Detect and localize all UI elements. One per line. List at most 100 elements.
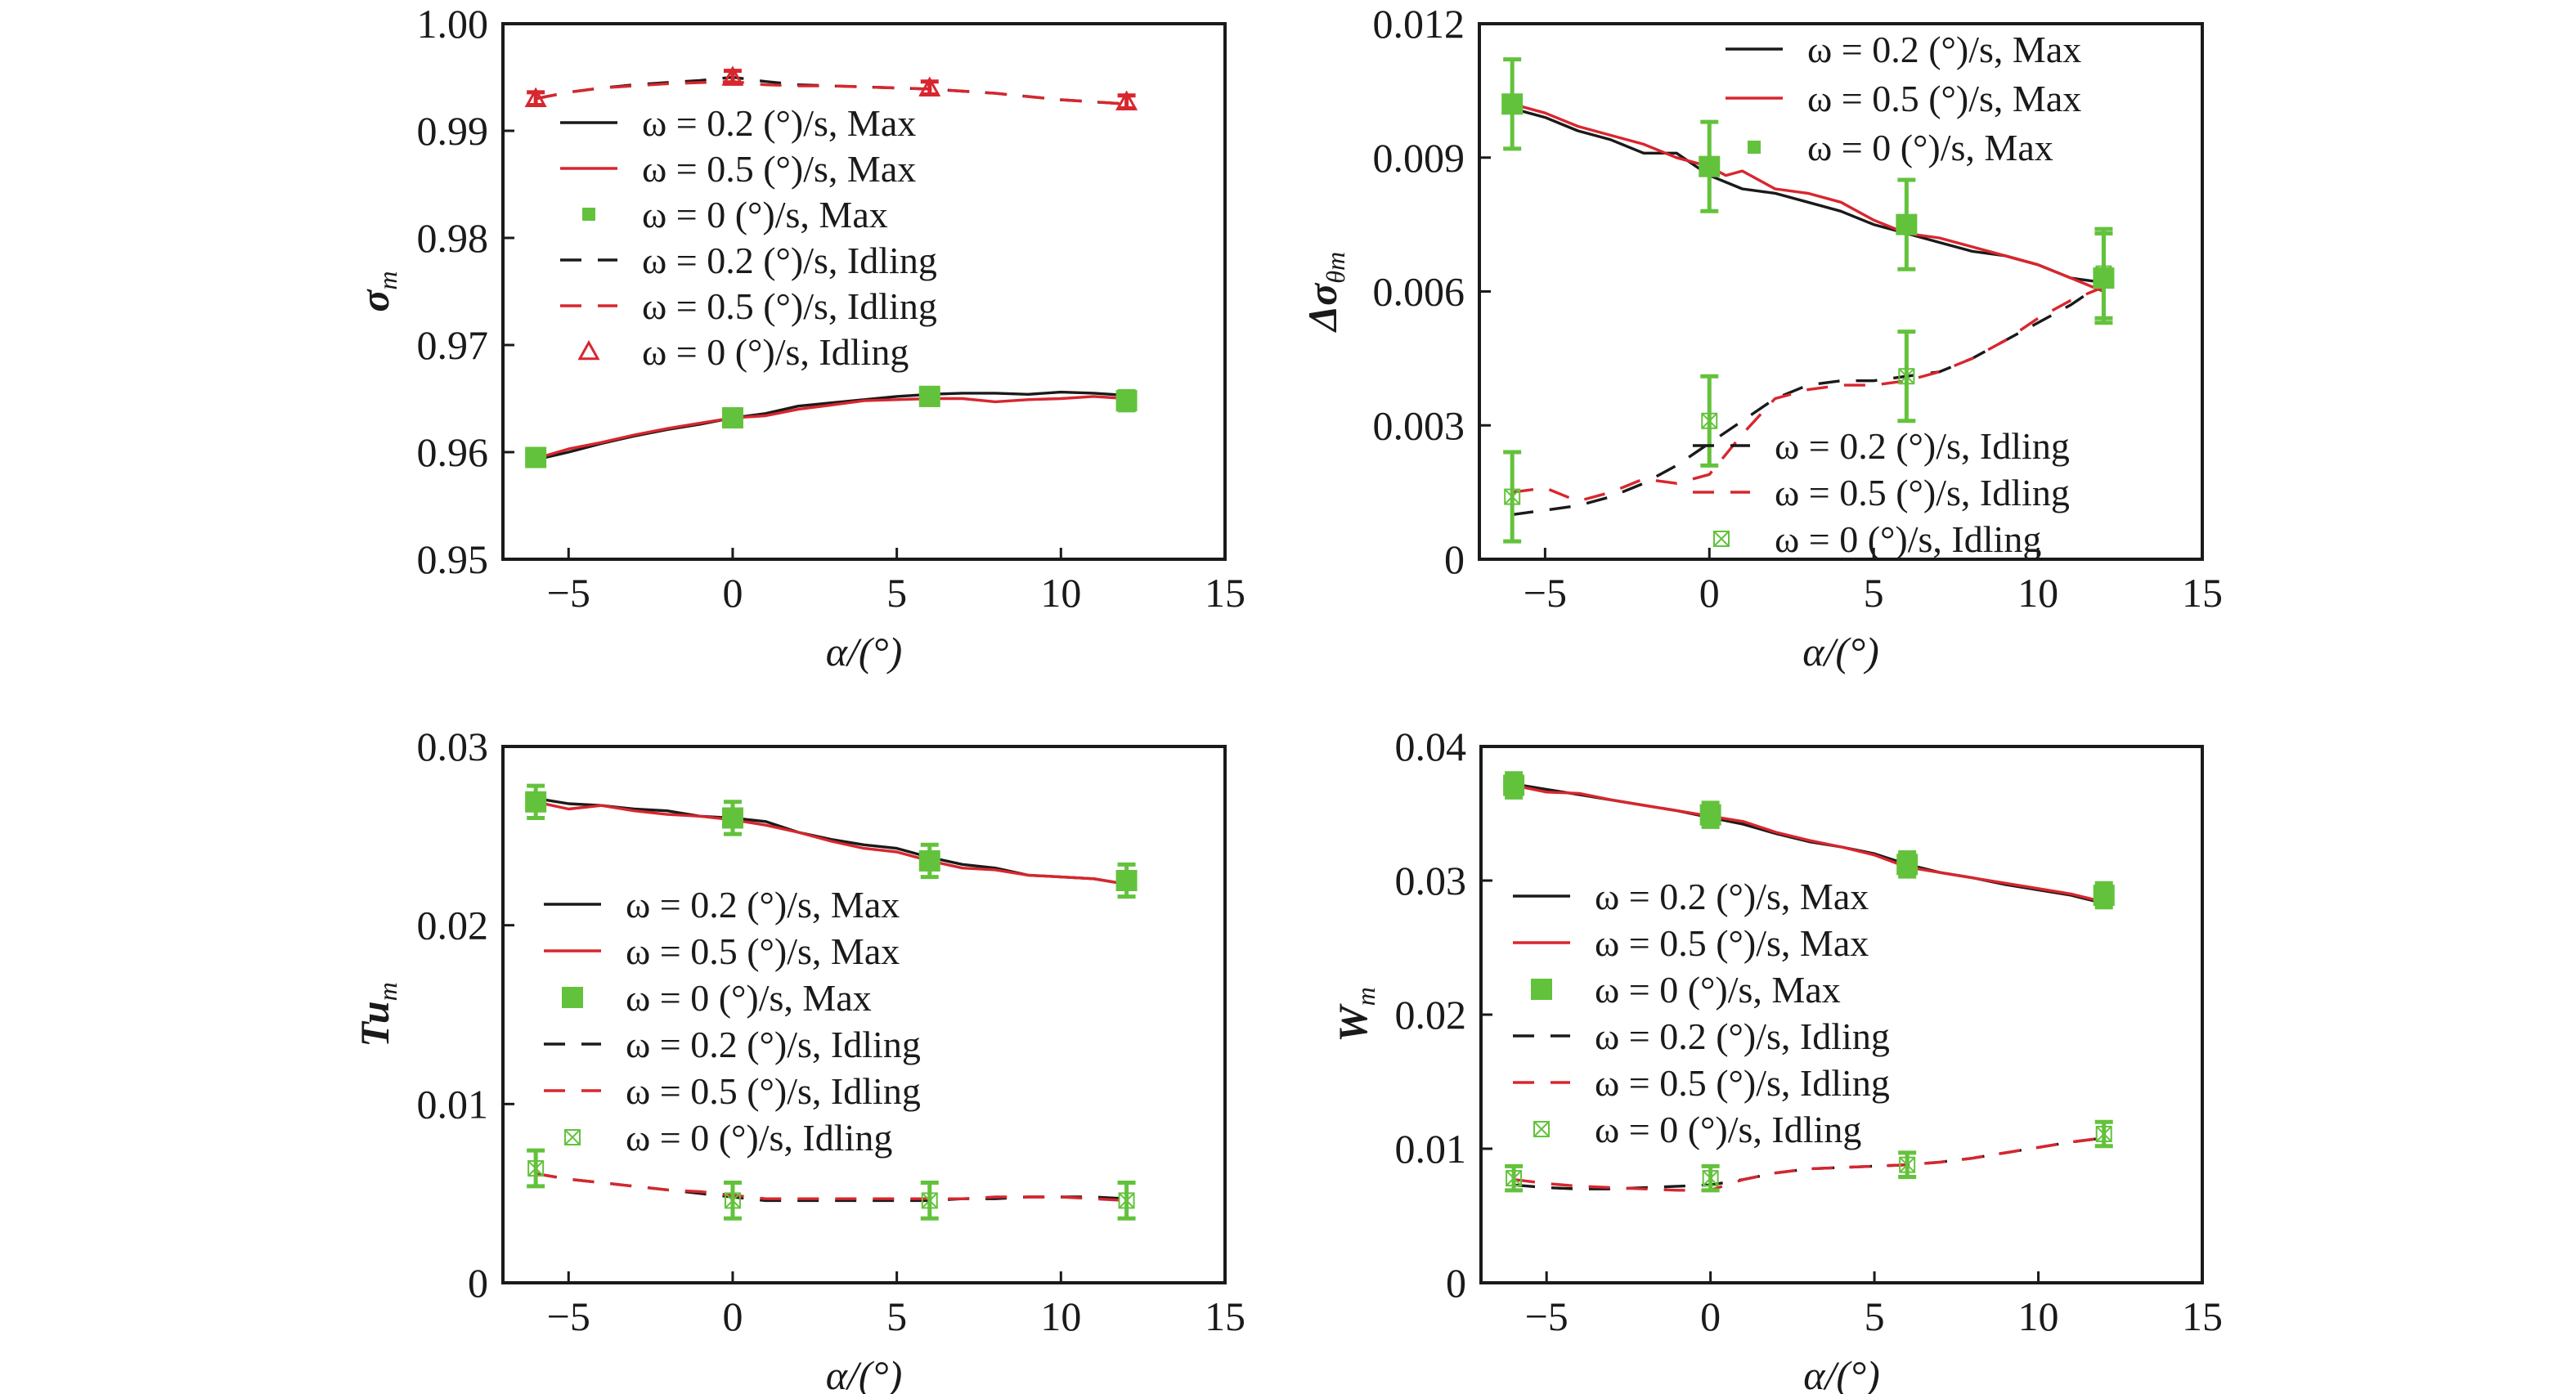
legend-marker (1748, 141, 1761, 154)
x-axis-label: α/(°) (826, 1352, 902, 1394)
legend-label: ω = 0.2 (°)/s, Idling (626, 1024, 921, 1065)
legend-item: ω = 0.2 (°)/s, Idling (544, 1024, 921, 1065)
y-tick-label: 0.98 (417, 215, 489, 261)
data-point (921, 1192, 938, 1209)
y-tick-label: 0.95 (417, 536, 489, 582)
axes-frame (501, 745, 1227, 1284)
legend-item: ω = 0.2 (°)/s, Idling (1513, 1015, 1890, 1057)
legend-item: ω = 0.2 (°)/s, Max (1726, 29, 2081, 70)
x-tick-label: 5 (1865, 1293, 1885, 1339)
x-axis-label: α/(°) (826, 629, 902, 675)
y-axis-label-main: W (1330, 1003, 1376, 1042)
data-point (1115, 390, 1138, 412)
y-tick-label: 0.03 (1395, 858, 1467, 903)
data-point (1506, 1170, 1523, 1187)
x-tick-label: 10 (1040, 570, 1081, 616)
legend-label: ω = 0.2 (°)/s, Idling (642, 240, 937, 281)
legend-item: ω = 0.5 (°)/s, Max (560, 148, 916, 190)
legend-label: ω = 0 (°)/s, Idling (642, 331, 909, 373)
legend: ω = 0.2 (°)/s, Max ω = 0.5 (°)/s, Max ω = … (1513, 876, 1890, 1150)
legend-marker (564, 1129, 581, 1145)
legend-label: ω = 0 (°)/s, Max (642, 194, 888, 235)
y-tick-label: 0.96 (417, 429, 489, 475)
y-tick-label: 0.99 (417, 108, 489, 154)
legend-label: ω = 0.5 (°)/s, Max (626, 930, 900, 972)
legend-item: ω = 0 (°)/s, Max (582, 194, 888, 235)
series-line-red-dashed (1511, 285, 2105, 503)
x-tick-label: 15 (2182, 1293, 2223, 1339)
plot-area (1501, 57, 2115, 544)
x-tick-label: 15 (1205, 1293, 1245, 1339)
x-tick-label: 5 (886, 1293, 907, 1339)
y-tick-label: 0.006 (1373, 269, 1465, 315)
legend-label: ω = 0.2 (°)/s, Max (642, 102, 916, 144)
legend-marker (582, 208, 595, 221)
data-point (1701, 412, 1718, 429)
data-point (1896, 854, 1919, 876)
series-line-red-dashed (535, 1172, 1127, 1203)
x-tick-label: 15 (2182, 570, 2223, 616)
y-axis-label-main: Δσ (1299, 282, 1345, 333)
legend: ω = 0.2 (°)/s, Max ω = 0.5 (°)/s, Max ω = … (1693, 29, 2081, 560)
y-axis-label-subscript: m (1351, 987, 1380, 1006)
x-tick-label: 10 (2017, 570, 2058, 616)
series-line-red-solid (535, 395, 1127, 460)
data-point (1501, 93, 1524, 115)
legend-marker (1713, 531, 1730, 547)
y-tick-label: 0.02 (417, 903, 489, 948)
y-tick-label: 0.04 (1395, 724, 1467, 769)
series-line-red-solid (1513, 783, 2105, 903)
y-axis-label-main: σ (352, 289, 397, 312)
legend-marker (1531, 979, 1552, 1000)
legend-label: ω = 0.5 (°)/s, Max (1595, 922, 1869, 964)
legend-marker (577, 339, 600, 361)
y-tick-label: 0 (468, 1260, 488, 1306)
legend-item: ω = 0 (°)/s, Idling (1533, 1109, 1861, 1150)
data-point (918, 849, 940, 872)
panel-w: −5 0 5 10 15 0 0.01 0.02 0.03 0.04 α/(°) Wm ω = 0.2 … (1330, 724, 2223, 1394)
y-tick-label: 0.003 (1373, 402, 1465, 448)
plot-area (525, 783, 1138, 1221)
legend-item: ω = 0.5 (°)/s, Max (1513, 922, 1869, 964)
data-point (1899, 1156, 1916, 1173)
x-tick-label: 10 (1040, 1293, 1081, 1339)
legend-item: ω = 0.5 (°)/s, Idling (1513, 1062, 1890, 1104)
x-tick-label: 5 (1864, 570, 1884, 616)
legend-item: ω = 0 (°)/s, Max (562, 977, 872, 1019)
legend-label: ω = 0.5 (°)/s, Idling (1595, 1062, 1890, 1104)
legend-label: ω = 0 (°)/s, Idling (1775, 518, 2041, 560)
data-point (525, 446, 547, 468)
y-tick-label: 0.97 (417, 322, 489, 368)
data-point (918, 76, 941, 96)
axes-frame (501, 22, 1227, 561)
plot-area (524, 65, 1138, 468)
y-axis-label-subscript: m (373, 271, 402, 289)
legend-item: ω = 0 (°)/s, Idling (1713, 518, 2041, 560)
legend-item: ω = 0 (°)/s, Idling (564, 1117, 892, 1159)
data-point (2095, 265, 2112, 282)
y-axis-label-subscript: θm (1321, 252, 1350, 284)
x-tick-label: −5 (1524, 570, 1567, 616)
data-point (1702, 1170, 1719, 1187)
legend-label: ω = 0.5 (°)/s, Idling (642, 285, 937, 327)
x-tick-label: 0 (1700, 1293, 1721, 1339)
legend-label: ω = 0.5 (°)/s, Max (642, 148, 916, 190)
x-tick-label: −5 (547, 570, 590, 616)
y-axis-label: σm (352, 271, 402, 312)
data-point (1699, 155, 1721, 177)
series-line-red-dashed (1513, 1136, 2104, 1192)
legend-label: ω = 0.2 (°)/s, Idling (1595, 1015, 1890, 1057)
series-line-red-dashed (535, 79, 1127, 105)
legend-label: ω = 0 (°)/s, Max (626, 977, 872, 1019)
legend-item: ω = 0.5 (°)/s, Idling (544, 1070, 921, 1112)
legend-item: ω = 0.2 (°)/s, Idling (560, 240, 937, 281)
legend-label: ω = 0.2 (°)/s, Max (1595, 876, 1869, 917)
x-tick-label: −5 (1525, 1293, 1568, 1339)
data-point (1115, 90, 1138, 110)
legend-label: ω = 0.2 (°)/s, Idling (1775, 425, 2070, 467)
series-line-black-dashed (535, 75, 1127, 105)
x-tick-label: 10 (2018, 1293, 2059, 1339)
panel-delta-sigma: −5 0 5 10 15 0 0.003 0.006 0.009 0.012 α/(°) Δσθm ω … (1299, 1, 2223, 675)
legend-item: ω = 0 (°)/s, Idling (577, 331, 909, 373)
